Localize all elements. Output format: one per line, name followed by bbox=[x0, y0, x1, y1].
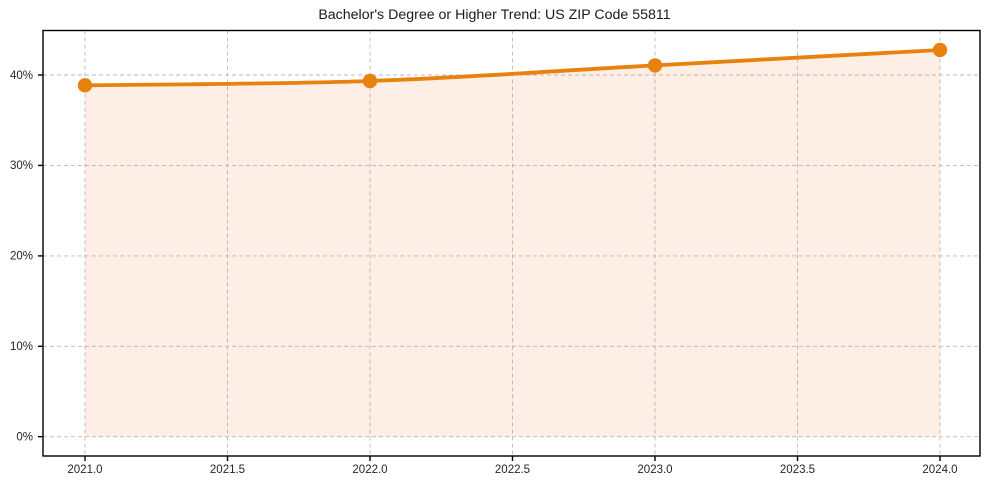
svg-text:2023.0: 2023.0 bbox=[637, 464, 672, 476]
svg-text:2022.0: 2022.0 bbox=[352, 464, 387, 476]
svg-text:2023.5: 2023.5 bbox=[780, 464, 815, 476]
svg-text:2021.0: 2021.0 bbox=[67, 464, 102, 476]
svg-text:20%: 20% bbox=[10, 251, 33, 263]
svg-text:2024.0: 2024.0 bbox=[922, 464, 957, 476]
svg-text:10%: 10% bbox=[10, 341, 33, 353]
svg-text:40%: 40% bbox=[10, 70, 33, 82]
svg-text:0%: 0% bbox=[16, 432, 33, 444]
svg-text:30%: 30% bbox=[10, 160, 33, 172]
svg-text:2021.5: 2021.5 bbox=[210, 464, 245, 476]
svg-text:2022.5: 2022.5 bbox=[495, 464, 530, 476]
